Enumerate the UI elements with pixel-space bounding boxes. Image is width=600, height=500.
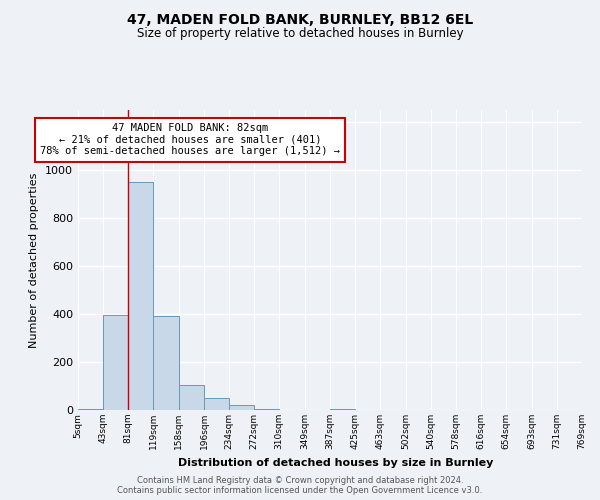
Text: 47 MADEN FOLD BANK: 82sqm
← 21% of detached houses are smaller (401)
78% of semi: 47 MADEN FOLD BANK: 82sqm ← 21% of detac… <box>40 123 340 156</box>
Text: Size of property relative to detached houses in Burnley: Size of property relative to detached ho… <box>137 28 463 40</box>
Bar <box>229 405 254 410</box>
Text: Distribution of detached houses by size in Burnley: Distribution of detached houses by size … <box>178 458 494 468</box>
Bar <box>103 315 128 410</box>
Text: 47, MADEN FOLD BANK, BURNLEY, BB12 6EL: 47, MADEN FOLD BANK, BURNLEY, BB12 6EL <box>127 12 473 26</box>
Bar <box>78 409 103 410</box>
Text: Contains HM Land Registry data © Crown copyright and database right 2024.
Contai: Contains HM Land Registry data © Crown c… <box>118 476 482 495</box>
Bar <box>330 409 355 410</box>
Bar <box>128 182 153 410</box>
Bar <box>153 316 179 410</box>
Bar <box>254 409 279 410</box>
Y-axis label: Number of detached properties: Number of detached properties <box>29 172 40 348</box>
Bar <box>204 398 229 410</box>
Bar <box>179 385 204 410</box>
